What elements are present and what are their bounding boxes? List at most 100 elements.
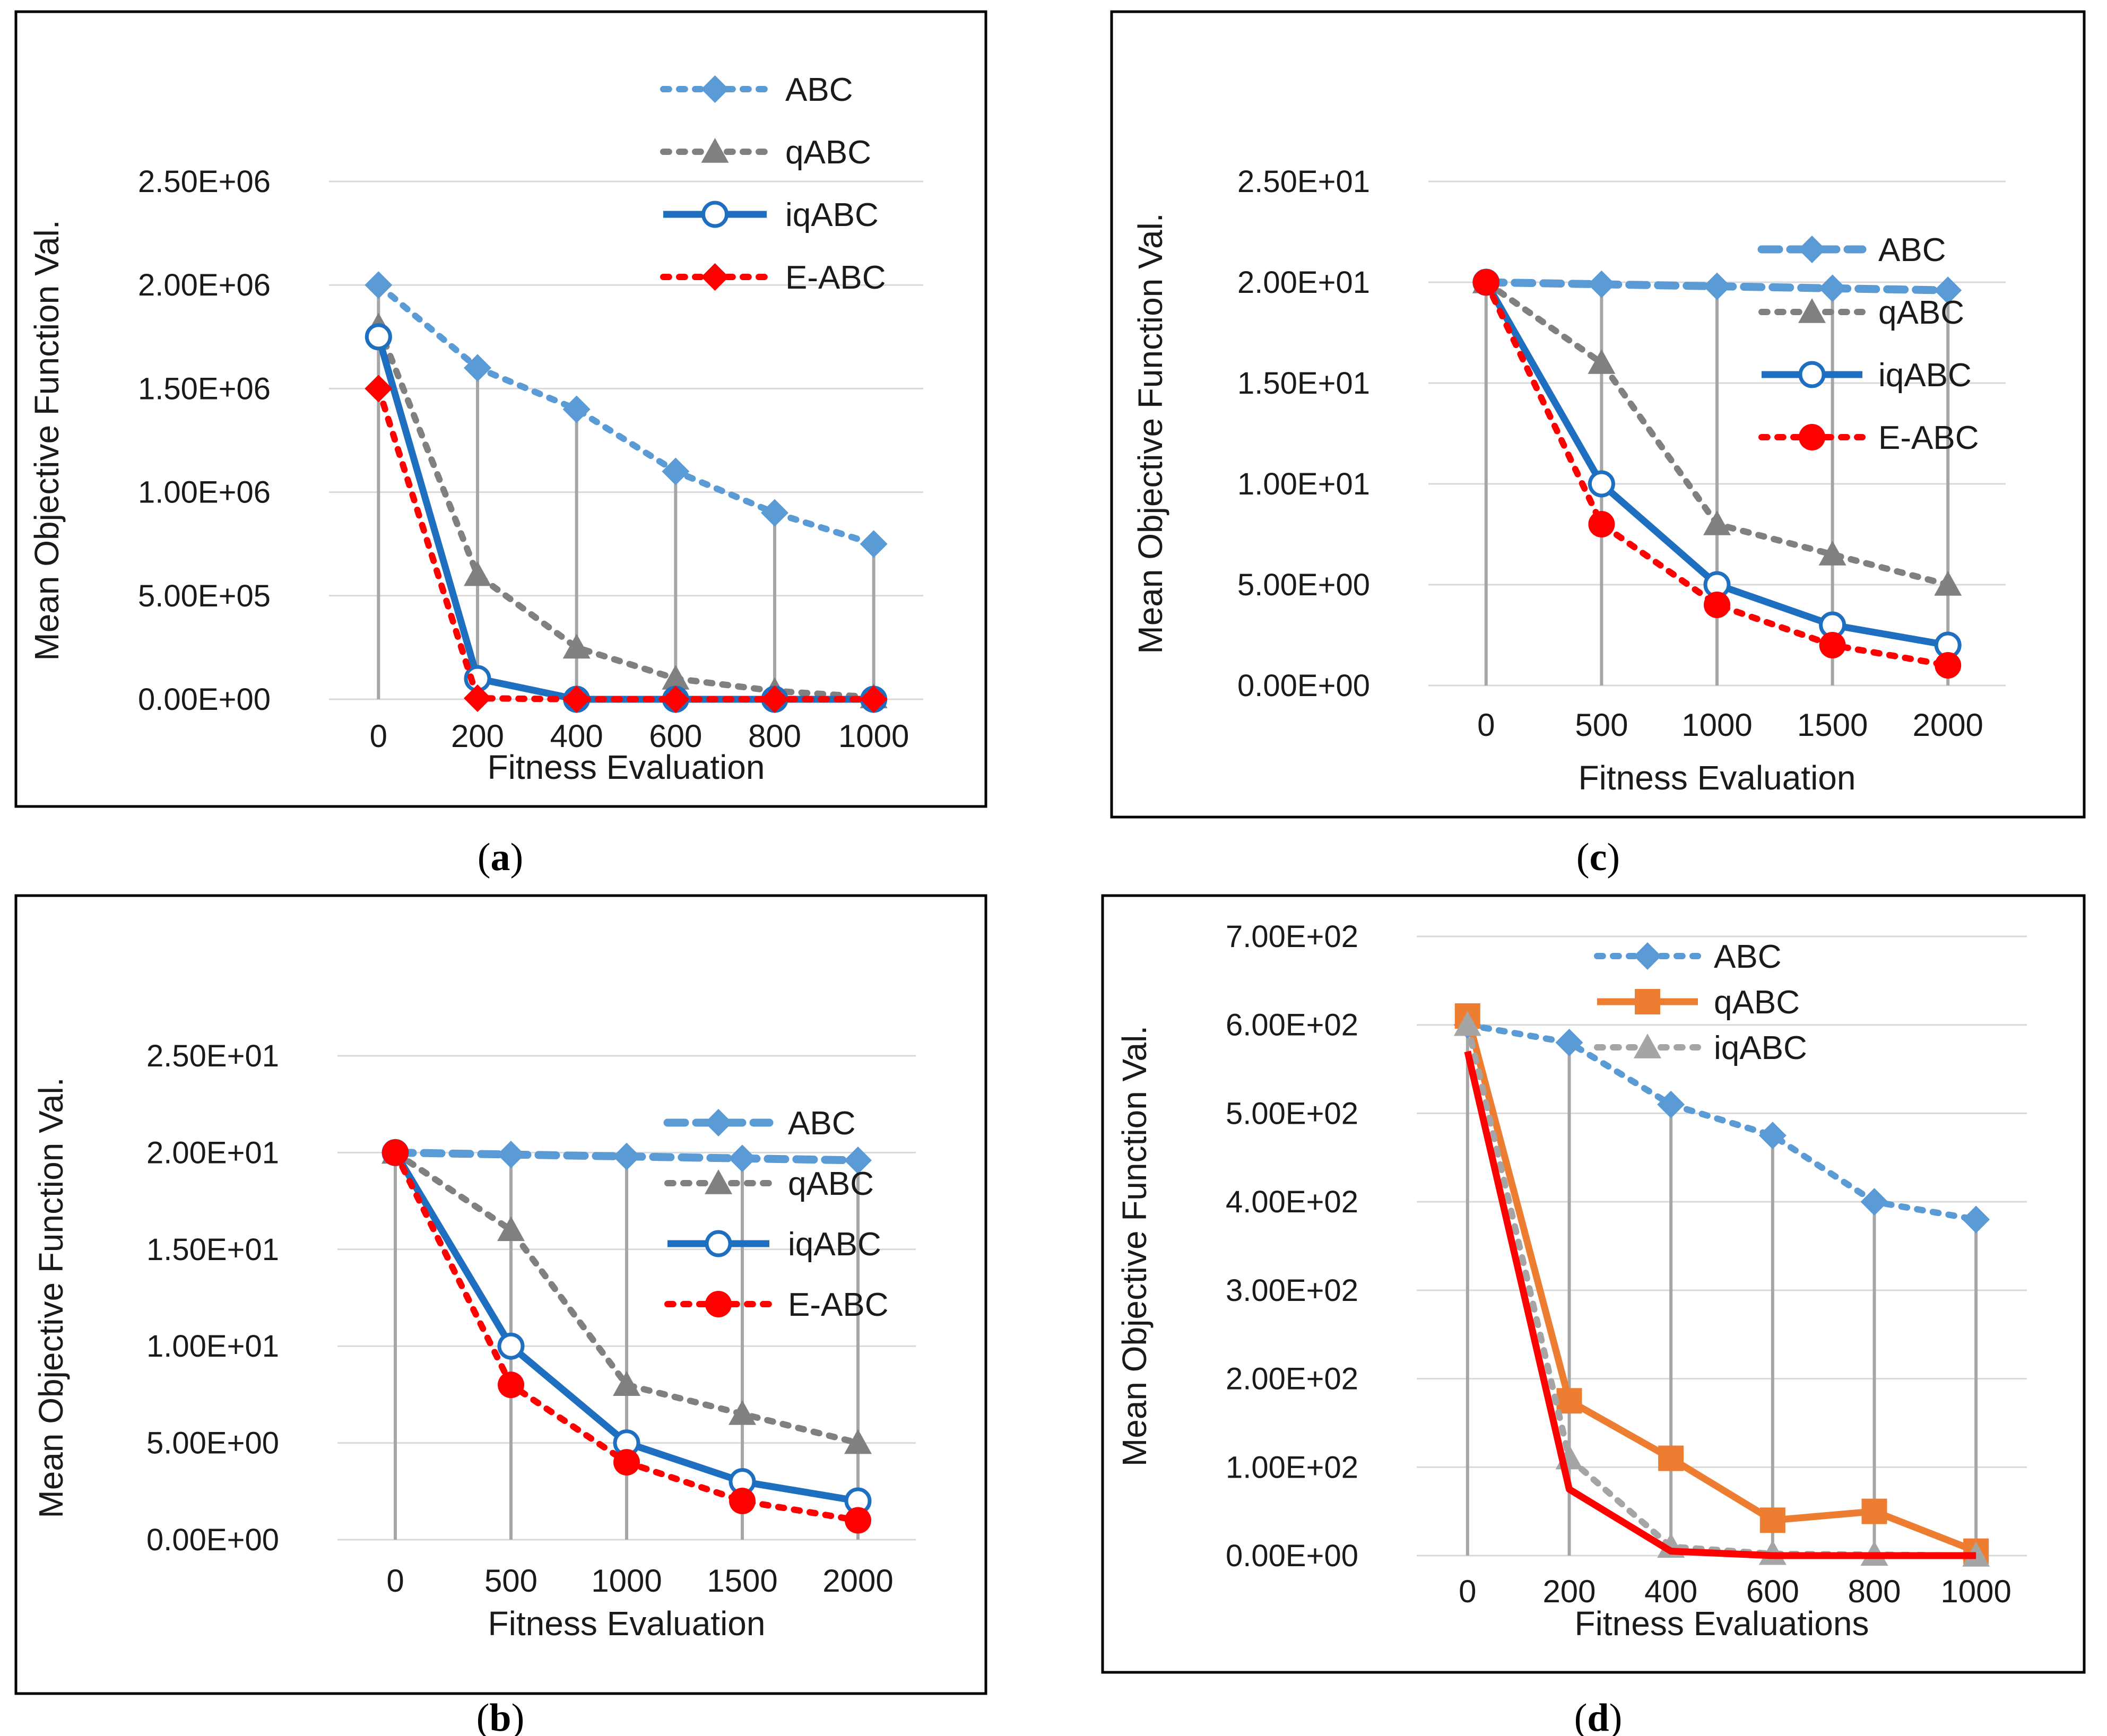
chart-a-data-point-E-ABC bbox=[365, 375, 393, 403]
chart-d-series-line-unlabeled bbox=[1464, 1051, 1976, 1559]
chart-b-data-point-ABC bbox=[497, 1141, 525, 1169]
chart-d-y-tick-label: 5.00E+02 bbox=[1226, 1096, 1358, 1131]
chart-c-x-tick-label: 1500 bbox=[1797, 707, 1868, 743]
chart-a-y-tick-label: 1.00E+06 bbox=[138, 475, 271, 510]
chart-c-y-tick-label: 1.00E+01 bbox=[1237, 467, 1370, 501]
chart-a-frame bbox=[14, 10, 987, 808]
chart-b-y-tick-label: 2.00E+01 bbox=[146, 1135, 279, 1170]
chart-d-x-tick-label: 200 bbox=[1542, 1574, 1596, 1609]
caption-paren: ) bbox=[1607, 836, 1620, 879]
chart-c-legend-marker-ABC bbox=[1798, 236, 1826, 263]
chart-c-data-point-ABC bbox=[1818, 274, 1846, 302]
chart-c-data-point-qABC bbox=[1934, 571, 1962, 596]
chart-a-data-point-ABC bbox=[562, 395, 591, 423]
chart-a-legend-marker-ABC bbox=[701, 75, 729, 103]
chart-b-x-tick-label: 2000 bbox=[822, 1563, 893, 1599]
chart-d-legend-marker-iqABC bbox=[1634, 1034, 1661, 1058]
chart-b-data-point-iqABC bbox=[497, 1332, 525, 1360]
chart-a-x-axis-label: Fitness Evaluation bbox=[488, 748, 765, 786]
chart-c-frame bbox=[1110, 10, 2086, 819]
chart-d-data-point-qABC bbox=[1759, 1507, 1785, 1533]
chart-b-legend-marker-E-ABC bbox=[705, 1291, 732, 1317]
chart-b-caption: (b) bbox=[476, 1696, 524, 1736]
chart-c-x-tick-label: 1000 bbox=[1681, 707, 1752, 743]
caption-paren: ( bbox=[1576, 836, 1590, 879]
chart-b-data-point-E-ABC bbox=[498, 1372, 524, 1399]
chart-a-data-point-E-ABC bbox=[761, 685, 788, 713]
chart-a-y-tick-label: 2.50E+06 bbox=[138, 164, 271, 199]
chart-b-data-point-qABC bbox=[844, 1429, 872, 1454]
chart-d-x-tick-label: 0 bbox=[1459, 1574, 1476, 1609]
chart-a-y-tick-label: 5.00E+05 bbox=[138, 579, 271, 613]
caption-paren: ( bbox=[1574, 1696, 1588, 1736]
chart-b-x-tick-label: 500 bbox=[484, 1563, 537, 1599]
caption-paren: ) bbox=[1609, 1696, 1623, 1736]
chart-c-x-axis-label: Fitness Evaluation bbox=[1579, 759, 1856, 797]
chart-a-data-point-qABC bbox=[464, 561, 491, 586]
chart-a-legend-marker-qABC bbox=[701, 138, 729, 163]
chart-a-x-tick-label: 0 bbox=[370, 718, 387, 754]
chart-c-data-point-E-ABC bbox=[1704, 592, 1730, 618]
chart-c-data-point-iqABC bbox=[1588, 470, 1615, 498]
chart-a-legend-marker-E-ABC bbox=[701, 263, 729, 291]
chart-c-data-point-ABC bbox=[1934, 276, 1962, 305]
chart-d-data-point-ABC bbox=[1860, 1188, 1888, 1216]
chart-a: 0.00E+00 5.00E+05 1.00E+06 1.50E+06 2.00E+06… bbox=[14, 10, 987, 808]
chart-a-legend-label: iqABC bbox=[785, 197, 879, 233]
chart-a-series-line-ABC bbox=[375, 282, 877, 548]
chart-c-y-tick-label: 1.50E+01 bbox=[1237, 366, 1370, 401]
chart-d-legend-marker-qABC bbox=[1635, 989, 1660, 1014]
chart-a-data-point-qABC bbox=[662, 664, 690, 690]
chart-b-y-tick-label: 1.50E+01 bbox=[146, 1232, 279, 1267]
chart-a-y-tick-label: 1.50E+06 bbox=[138, 371, 271, 406]
chart-a-data-point-E-ABC bbox=[562, 685, 591, 713]
chart-d-y-tick-label: 2.00E+02 bbox=[1226, 1362, 1358, 1396]
chart-b-legend-label: qABC bbox=[788, 1166, 874, 1202]
caption-letter: d bbox=[1587, 1696, 1609, 1736]
chart-c-x-tick-label: 0 bbox=[1477, 707, 1495, 743]
chart-c-y-tick-label: 5.00E+00 bbox=[1237, 568, 1370, 602]
chart-b-data-point-E-ABC bbox=[382, 1139, 409, 1166]
chart-c-data-point-E-ABC bbox=[1935, 652, 1962, 679]
chart-b-legend-marker-iqABC bbox=[705, 1230, 732, 1257]
chart-a-x-tick-label: 1000 bbox=[838, 718, 909, 754]
chart-a-data-point-E-ABC bbox=[464, 684, 491, 713]
chart-a-data-point-ABC bbox=[761, 499, 788, 527]
chart-d-y-tick-label: 3.00E+02 bbox=[1226, 1273, 1358, 1308]
chart-b-data-point-E-ABC bbox=[729, 1488, 756, 1515]
chart-b-frame bbox=[14, 894, 987, 1695]
caption-paren: ) bbox=[511, 1696, 525, 1736]
chart-c-legend-marker-E-ABC bbox=[1799, 424, 1825, 450]
chart-c-legend-label: E-ABC bbox=[1878, 420, 1979, 456]
chart-c-series-line-E-ABC bbox=[1482, 279, 1952, 669]
chart-b-x-tick-label: 1500 bbox=[707, 1563, 777, 1599]
chart-b-y-tick-label: 0.00E+00 bbox=[146, 1523, 279, 1557]
chart-a-y-axis-label: Mean Objective Function Val. bbox=[28, 220, 66, 661]
chart-c-legend-label: ABC bbox=[1878, 232, 1946, 268]
chart-d-data-point-iqABC bbox=[1453, 1011, 1481, 1036]
chart-a-data-point-E-ABC bbox=[662, 685, 690, 713]
chart-d-caption: (d) bbox=[1574, 1696, 1622, 1736]
chart-a-data-point-qABC bbox=[562, 633, 591, 659]
chart-b-y-tick-label: 1.00E+01 bbox=[146, 1329, 279, 1364]
chart-d-x-axis-label: Fitness Evaluations bbox=[1575, 1604, 1869, 1643]
chart-b-x-axis-label: Fitness Evaluation bbox=[488, 1604, 766, 1643]
chart-c-legend-label: iqABC bbox=[1878, 357, 1972, 394]
chart-c-x-tick-label: 500 bbox=[1575, 707, 1628, 743]
chart-d-y-axis-label: Mean Objective Function Val. bbox=[1115, 1026, 1154, 1466]
chart-b: 0.00E+00 5.00E+00 1.00E+01 1.50E+01 2.00E+01… bbox=[14, 894, 987, 1695]
chart-a-data-point-E-ABC bbox=[860, 685, 888, 713]
chart-c-data-point-qABC bbox=[1703, 510, 1731, 535]
chart-d-x-tick-label: 400 bbox=[1644, 1574, 1697, 1609]
chart-d-data-point-ABC bbox=[1657, 1090, 1685, 1118]
chart-c-y-axis-label: Mean Objective Function Val. bbox=[1131, 213, 1169, 654]
chart-d-y-tick-label: 1.00E+02 bbox=[1226, 1450, 1358, 1485]
chart-a-x-tick-label: 200 bbox=[451, 718, 504, 754]
chart-b-data-point-ABC bbox=[844, 1146, 872, 1174]
chart-b-x-tick-label: 0 bbox=[386, 1563, 404, 1599]
chart-a-data-point-ABC bbox=[662, 457, 690, 485]
chart-d-y-tick-label: 7.00E+02 bbox=[1226, 919, 1358, 954]
chart-b-data-point-qABC bbox=[729, 1400, 756, 1425]
chart-c-data-point-E-ABC bbox=[1588, 511, 1615, 537]
